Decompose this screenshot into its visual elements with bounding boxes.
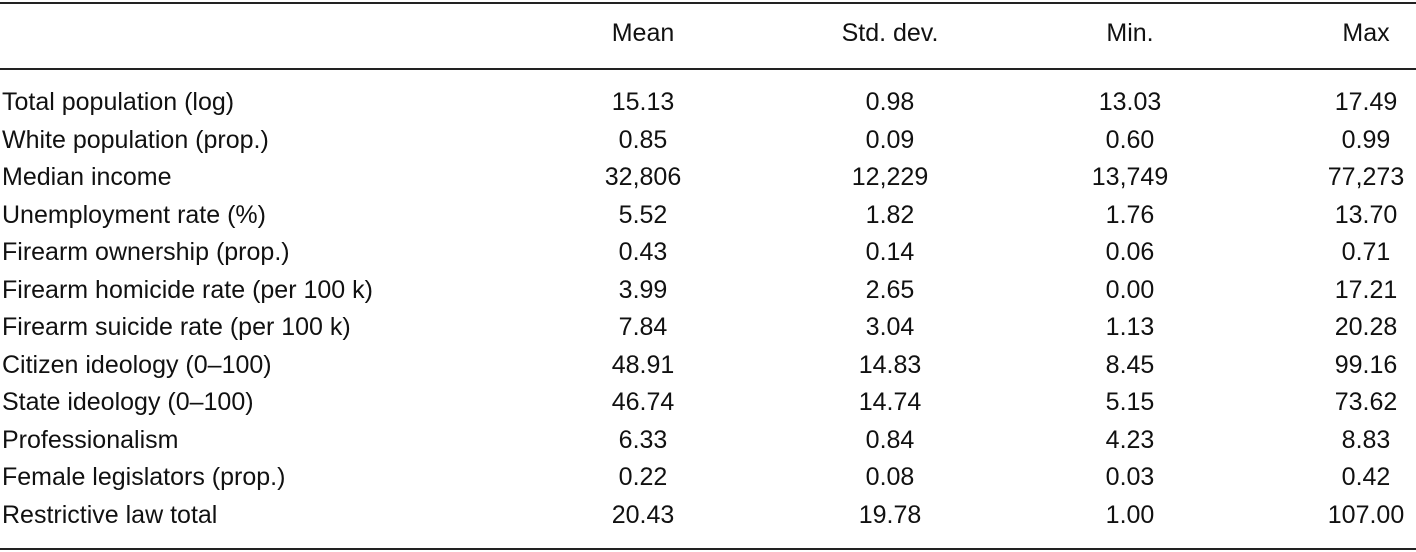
row-label: Median income bbox=[2, 163, 172, 191]
row-label: Unemployment rate (%) bbox=[2, 200, 266, 229]
cell-value: 0.14 bbox=[865, 238, 915, 266]
row-label: Restrictive law total bbox=[2, 500, 218, 529]
cell-value: 0.00 bbox=[1105, 275, 1155, 304]
row-label: Professionalism bbox=[2, 425, 179, 454]
cell-value: 1.82 bbox=[865, 200, 915, 229]
row-label: Firearm ownership (prop.) bbox=[2, 238, 290, 266]
cell-value: 0.60 bbox=[1105, 125, 1155, 154]
cell-value: 77,273 bbox=[1327, 163, 1405, 191]
bottom-rule bbox=[0, 548, 1416, 550]
cell-value: 13,749 bbox=[1091, 163, 1169, 191]
cell-value: 0.71 bbox=[1341, 238, 1391, 266]
row-label: Citizen ideology (0–100) bbox=[2, 350, 272, 379]
cell-value: 0.99 bbox=[1341, 125, 1391, 154]
column-header: Min. bbox=[1106, 19, 1154, 47]
row-label: Firearm suicide rate (per 100 k) bbox=[2, 313, 351, 341]
cell-value: 8.45 bbox=[1105, 350, 1155, 379]
cell-value: 73.62 bbox=[1334, 388, 1398, 416]
cell-value: 2.65 bbox=[865, 275, 915, 304]
row-label: Female legislators (prop.) bbox=[2, 463, 286, 491]
cell-value: 1.76 bbox=[1105, 200, 1155, 229]
cell-value: 0.84 bbox=[865, 425, 915, 454]
cell-value: 12,229 bbox=[851, 163, 929, 191]
cell-value: 7.84 bbox=[618, 313, 668, 341]
cell-value: 1.13 bbox=[1105, 313, 1155, 341]
row-label: White population (prop.) bbox=[2, 125, 269, 154]
cell-value: 6.33 bbox=[618, 425, 668, 454]
row-label: Total population (log) bbox=[2, 88, 235, 116]
cell-value: 3.04 bbox=[865, 313, 915, 341]
column-header: Std. dev. bbox=[841, 19, 939, 47]
column-header: Max bbox=[1342, 19, 1390, 47]
cell-value: 0.98 bbox=[865, 88, 915, 116]
column-header: Mean bbox=[611, 19, 675, 47]
cell-value: 0.22 bbox=[618, 463, 668, 491]
cell-value: 0.09 bbox=[865, 125, 915, 154]
cell-value: 48.91 bbox=[611, 350, 675, 379]
cell-value: 14.83 bbox=[858, 350, 922, 379]
cell-value: 99.16 bbox=[1334, 350, 1398, 379]
cell-value: 14.74 bbox=[858, 388, 922, 416]
cell-value: 4.23 bbox=[1105, 425, 1155, 454]
top-rule bbox=[0, 2, 1416, 4]
cell-value: 13.70 bbox=[1334, 200, 1398, 229]
cell-value: 15.13 bbox=[611, 88, 675, 116]
cell-value: 20.28 bbox=[1334, 313, 1398, 341]
cell-value: 3.99 bbox=[618, 275, 668, 304]
cell-value: 5.52 bbox=[618, 200, 668, 229]
cell-value: 32,806 bbox=[604, 163, 682, 191]
cell-value: 0.06 bbox=[1105, 238, 1155, 266]
cell-value: 17.21 bbox=[1334, 275, 1398, 304]
row-label: State ideology (0–100) bbox=[2, 388, 254, 416]
cell-value: 8.83 bbox=[1341, 425, 1391, 454]
cell-value: 17.49 bbox=[1334, 88, 1398, 116]
cell-value: 13.03 bbox=[1098, 88, 1162, 116]
cell-value: 0.42 bbox=[1341, 463, 1391, 491]
cell-value: 19.78 bbox=[858, 500, 922, 529]
cell-value: 0.08 bbox=[865, 463, 915, 491]
header-rule bbox=[0, 68, 1416, 70]
cell-value: 107.00 bbox=[1327, 500, 1405, 529]
cell-value: 1.00 bbox=[1105, 500, 1155, 529]
cell-value: 0.43 bbox=[618, 238, 668, 266]
cell-value: 0.03 bbox=[1105, 463, 1155, 491]
cell-value: 0.85 bbox=[618, 125, 668, 154]
cell-value: 5.15 bbox=[1105, 388, 1155, 416]
row-label: Firearm homicide rate (per 100 k) bbox=[2, 275, 373, 304]
cell-value: 46.74 bbox=[611, 388, 675, 416]
cell-value: 20.43 bbox=[611, 500, 675, 529]
